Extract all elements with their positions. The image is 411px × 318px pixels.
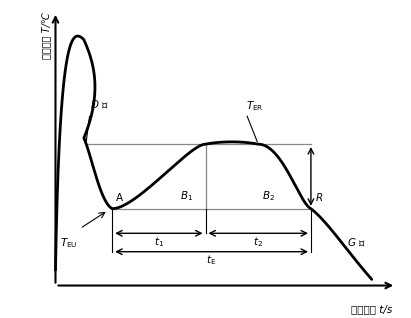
Text: $T_{\rm EU}$: $T_{\rm EU}$ [60, 236, 77, 250]
Text: $T_{\rm ER}$: $T_{\rm ER}$ [246, 100, 264, 114]
Text: A: A [116, 193, 123, 203]
Text: $G$ 点: $G$ 点 [347, 236, 366, 248]
Text: 冷却时间 t/s: 冷却时间 t/s [351, 304, 392, 314]
Text: $t_1$: $t_1$ [154, 235, 164, 249]
Text: $B_2$: $B_2$ [262, 189, 275, 203]
Text: $t_2$: $t_2$ [253, 235, 263, 249]
Text: 试样温度 T/℃: 试样温度 T/℃ [42, 12, 51, 59]
Text: $D$ 点: $D$ 点 [90, 98, 109, 110]
Text: $B_1$: $B_1$ [180, 189, 193, 203]
Text: $R$: $R$ [315, 190, 323, 203]
Text: $t_{\rm E}$: $t_{\rm E}$ [206, 253, 217, 267]
